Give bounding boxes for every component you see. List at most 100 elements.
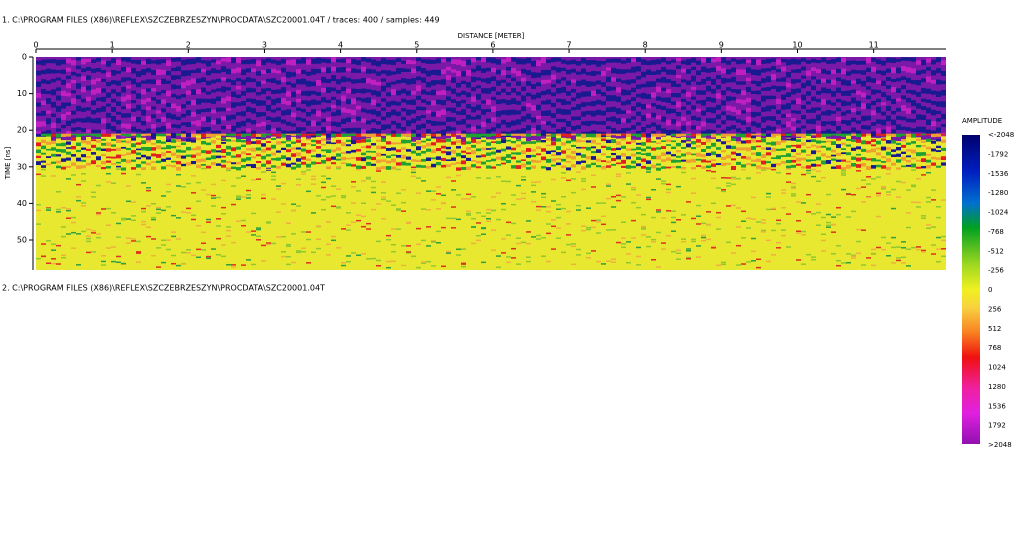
texture (111, 89, 116, 94)
texture (341, 95, 346, 102)
texture (76, 57, 81, 61)
texture (801, 66, 806, 71)
texture (571, 116, 576, 121)
texture (301, 148, 306, 152)
texture (496, 164, 501, 166)
texture (761, 222, 766, 224)
texture (776, 242, 781, 244)
texture (381, 192, 386, 194)
texture (856, 133, 861, 138)
texture (186, 207, 191, 210)
texture (411, 90, 416, 95)
texture (421, 68, 426, 74)
texture (351, 79, 356, 84)
texture (251, 57, 256, 139)
texture (326, 141, 331, 144)
texture (111, 182, 116, 185)
texture (176, 238, 181, 240)
texture (161, 141, 166, 144)
texture (671, 129, 676, 134)
texture (361, 157, 366, 162)
texture (666, 144, 671, 146)
texture (116, 147, 121, 152)
texture (826, 79, 831, 84)
texture (661, 133, 666, 136)
texture (476, 212, 481, 214)
texture (616, 175, 621, 178)
texture (731, 183, 736, 186)
texture (146, 187, 151, 189)
texture (266, 133, 271, 136)
texture (896, 259, 901, 262)
texture (696, 152, 701, 157)
texture (356, 69, 361, 73)
texture (591, 120, 596, 125)
texture (56, 95, 61, 101)
texture (166, 139, 171, 143)
texture (871, 133, 876, 137)
texture (496, 111, 501, 117)
texture (431, 100, 436, 106)
texture (646, 124, 651, 128)
texture (476, 160, 481, 164)
texture (731, 151, 736, 155)
texture (826, 224, 831, 227)
texture (281, 255, 286, 258)
texture (611, 77, 616, 82)
texture (746, 177, 751, 179)
texture (771, 95, 776, 99)
texture (186, 154, 191, 157)
texture (641, 142, 646, 146)
texture (726, 126, 731, 131)
texture (366, 150, 371, 153)
texture (471, 144, 476, 148)
texture (461, 90, 466, 95)
texture (181, 104, 186, 109)
texture (816, 211, 821, 214)
texture (626, 118, 631, 123)
texture (891, 129, 896, 134)
texture (231, 166, 236, 170)
texture (941, 147, 946, 151)
colorbar-label: -512 (988, 247, 1004, 255)
texture (676, 65, 681, 69)
texture (926, 133, 931, 136)
texture (271, 178, 276, 181)
texture (416, 116, 421, 121)
texture (421, 158, 426, 162)
texture (821, 57, 826, 63)
texture (666, 133, 671, 136)
texture (596, 232, 601, 234)
texture (106, 133, 111, 137)
texture (296, 89, 301, 94)
texture (331, 112, 336, 117)
texture (491, 127, 496, 132)
texture (666, 97, 671, 103)
texture (626, 79, 631, 85)
texture (326, 243, 331, 246)
texture (466, 147, 471, 150)
texture (496, 255, 501, 257)
texture (36, 209, 41, 212)
texture (171, 235, 176, 238)
texture (56, 244, 61, 247)
texture (261, 244, 266, 247)
texture (326, 87, 331, 93)
texture (421, 140, 426, 143)
texture (116, 59, 121, 66)
texture (891, 162, 896, 166)
texture (446, 107, 451, 112)
texture (501, 148, 506, 152)
texture (66, 58, 71, 64)
texture (461, 57, 466, 142)
texture (446, 151, 451, 156)
texture (431, 241, 436, 243)
texture (771, 254, 776, 256)
texture (336, 133, 341, 137)
texture (181, 57, 186, 142)
texture (516, 152, 521, 155)
texture (261, 193, 266, 196)
texture (331, 131, 336, 136)
texture (246, 128, 251, 133)
texture (691, 105, 696, 110)
